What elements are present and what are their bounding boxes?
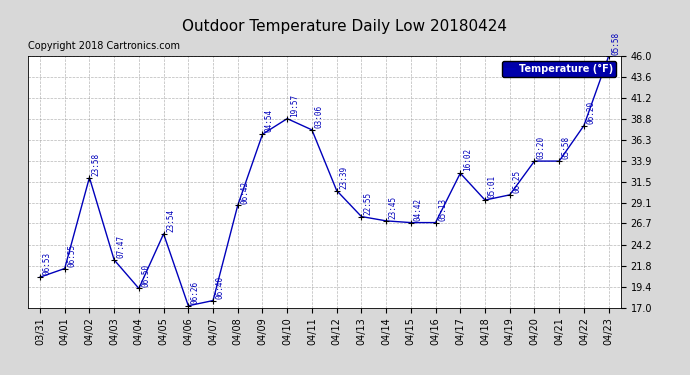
- Text: 06:20: 06:20: [586, 101, 595, 124]
- Text: 07:47: 07:47: [117, 235, 126, 258]
- Text: 04:42: 04:42: [413, 198, 422, 221]
- Text: 23:58: 23:58: [92, 153, 101, 176]
- Text: Outdoor Temperature Daily Low 20180424: Outdoor Temperature Daily Low 20180424: [182, 20, 508, 34]
- Text: 06:25: 06:25: [512, 170, 521, 193]
- Text: 23:45: 23:45: [388, 196, 397, 219]
- Text: 05:01: 05:01: [487, 175, 497, 198]
- Text: 05:13: 05:13: [438, 198, 447, 221]
- Text: 06:26: 06:26: [190, 281, 200, 304]
- Text: 19:57: 19:57: [290, 94, 299, 117]
- Text: 06:40: 06:40: [215, 276, 224, 299]
- Legend: Temperature (°F): Temperature (°F): [502, 61, 616, 77]
- Text: 22:55: 22:55: [364, 192, 373, 215]
- Text: 06:42: 06:42: [240, 180, 249, 204]
- Text: 06:55: 06:55: [67, 244, 76, 267]
- Text: 23:54: 23:54: [166, 209, 175, 232]
- Text: 16:02: 16:02: [463, 148, 472, 171]
- Text: 06:53: 06:53: [43, 252, 52, 276]
- Text: 03:06: 03:06: [315, 105, 324, 128]
- Text: 03:20: 03:20: [537, 136, 546, 159]
- Text: 04:54: 04:54: [265, 110, 274, 132]
- Text: 05:58: 05:58: [611, 32, 620, 54]
- Text: 06:50: 06:50: [141, 264, 150, 287]
- Text: Copyright 2018 Cartronics.com: Copyright 2018 Cartronics.com: [28, 41, 179, 51]
- Text: 23:39: 23:39: [339, 166, 348, 189]
- Text: 05:58: 05:58: [562, 136, 571, 159]
